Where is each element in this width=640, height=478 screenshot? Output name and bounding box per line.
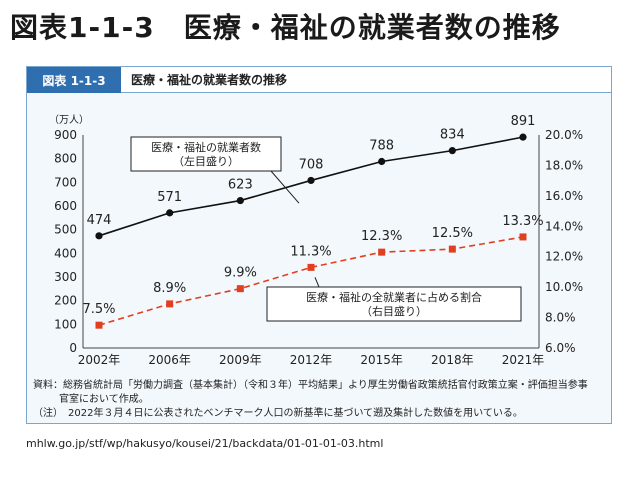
figure-title: 医療・福祉の就業者数の推移 xyxy=(121,67,611,93)
share-point xyxy=(95,321,103,329)
source-note-line1: 資料：総務省統計局「労働力調査（基本集計）（令和３年）平均結果」より厚生労働省政… xyxy=(33,380,588,391)
x-tick-label: 2006年 xyxy=(148,353,191,367)
y-right-tick-label: 16.0% xyxy=(545,189,583,203)
footnote: （注） 2022年３月４日に公表されたベンチマーク人口の新基準に基づいて遡及集計… xyxy=(33,408,523,419)
employees-point xyxy=(519,133,527,141)
y-right-tick-label: 8.0% xyxy=(545,311,576,325)
share-callout-box xyxy=(266,286,522,322)
employees-point xyxy=(95,232,103,240)
page-title: 図表1-1-3 医療・福祉の就業者数の推移 xyxy=(10,11,561,44)
y-right-tick-label: 18.0% xyxy=(545,158,583,172)
y-left-tick-label: 600 xyxy=(54,199,77,213)
employees-callout-line2: （左目盛り） xyxy=(173,154,239,168)
x-tick-label: 2009年 xyxy=(219,353,262,367)
share-callout-line1: 医療・福祉の全就業者に占める割合 xyxy=(306,290,482,304)
source-note-line2: 官室において作成。 xyxy=(59,394,149,405)
y-left-tick-label: 200 xyxy=(54,294,77,308)
share-data-label: 7.5% xyxy=(82,302,115,317)
source-url: mhlw.go.jp/stf/wp/hakusyo/kousei/21/back… xyxy=(26,437,384,450)
share-point xyxy=(448,245,456,253)
share-data-label: 8.9% xyxy=(153,281,186,296)
employees-data-label: 834 xyxy=(440,128,465,143)
employees-point xyxy=(236,196,244,205)
share-data-label: 9.9% xyxy=(224,266,257,281)
y-left-tick-label: 900 xyxy=(54,128,77,142)
y-left-tick-label: 800 xyxy=(54,152,77,166)
share-data-label: 11.3% xyxy=(290,244,331,259)
y-right-tick-label: 6.0% xyxy=(545,341,576,355)
y-right-tick-label: 10.0% xyxy=(545,280,583,294)
x-tick-label: 2021年 xyxy=(502,353,545,367)
x-tick-label: 2015年 xyxy=(360,353,403,367)
employees-data-label: 788 xyxy=(369,139,394,154)
employees-data-label: 474 xyxy=(87,213,112,228)
figure-header: 図表 1-1-3 医療・福祉の就業者数の推移 xyxy=(27,67,611,93)
employees-data-label: 891 xyxy=(511,114,536,129)
y-left-tick-label: 300 xyxy=(54,270,77,284)
employees-callout-line1: 医療・福祉の就業者数 xyxy=(151,140,261,154)
employees-point xyxy=(166,209,174,217)
share-callout-line2: （右目盛り） xyxy=(361,304,427,318)
employees-data-label: 571 xyxy=(157,190,182,205)
share-callout-pointer xyxy=(314,277,320,288)
employees-point xyxy=(448,147,456,155)
employees-point xyxy=(378,157,386,166)
y-unit-label: （万人） xyxy=(49,114,89,126)
y-left-tick-label: 700 xyxy=(54,175,77,189)
share-data-label: 13.3% xyxy=(502,214,543,229)
line-chart: 0 100 200 300 400 500 600 700 800 900 6.0% 8.0% 10.0… xyxy=(49,114,583,367)
share-data-label: 12.5% xyxy=(432,226,473,241)
y-right-tick-label: 20.0% xyxy=(545,128,583,142)
y-left-tick-label: 400 xyxy=(54,246,77,260)
x-tick-label: 2012年 xyxy=(290,353,333,367)
share-point xyxy=(236,285,244,293)
employees-data-label: 623 xyxy=(228,178,253,193)
share-data-label: 12.3% xyxy=(361,229,402,244)
y-right-tick-label: 12.0% xyxy=(545,250,583,264)
x-tick-label: 2018年 xyxy=(431,353,474,367)
employees-callout-pointer xyxy=(270,170,300,204)
y-left-tick-label: 500 xyxy=(54,223,77,237)
y-right-tick-label: 14.0% xyxy=(545,219,583,233)
employees-callout-box xyxy=(130,136,282,172)
share-point xyxy=(378,248,386,256)
share-point xyxy=(166,300,174,308)
employees-point xyxy=(307,176,315,185)
figure-tag: 図表 1-1-3 xyxy=(27,67,121,93)
y-left-tick-label: 0 xyxy=(69,341,77,355)
figure-panel: 図表 1-1-3 医療・福祉の就業者数の推移 0 100 200 300 400 500 6… xyxy=(26,66,612,424)
x-tick-label: 2002年 xyxy=(78,353,121,367)
y-left-tick-label: 100 xyxy=(54,317,77,331)
share-point xyxy=(519,233,527,241)
share-point xyxy=(307,263,315,271)
employees-data-label: 708 xyxy=(299,157,324,172)
figure-notes: 資料：総務省統計局「労働力調査（基本集計）（令和３年）平均結果」より厚生労働省政… xyxy=(33,379,609,421)
